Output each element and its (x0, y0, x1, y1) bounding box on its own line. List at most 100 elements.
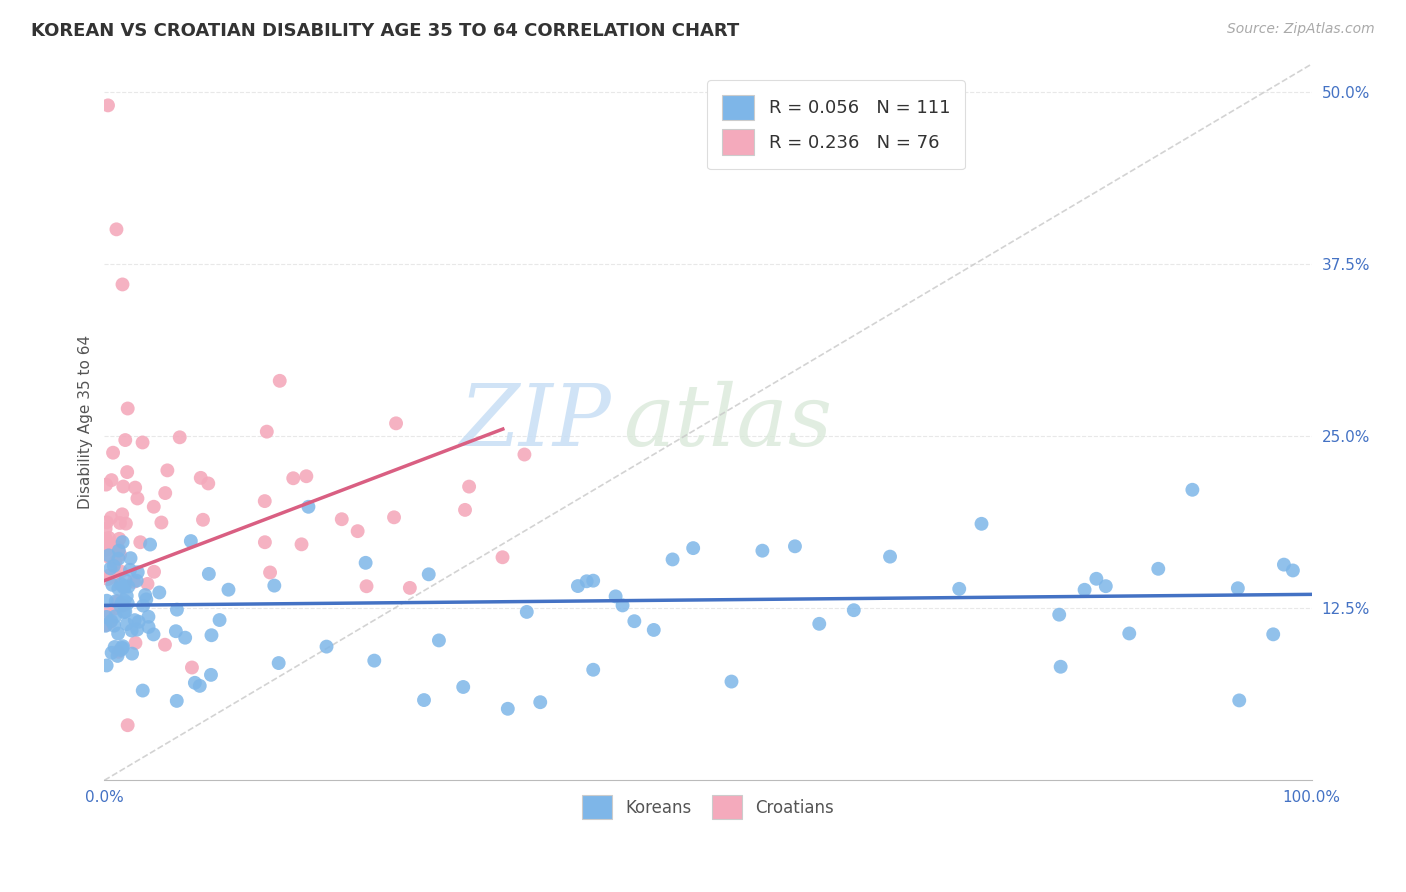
Point (567, 579, 589, 593)
Point (96, 617, 118, 632)
Point (117, 596, 139, 610)
Point (96, 593, 118, 607)
Point (111, 535, 134, 549)
Point (132, 683, 155, 698)
Point (112, 599, 135, 613)
Point (1226, 581, 1249, 595)
Legend: Koreans, Croatians: Koreans, Croatians (575, 789, 841, 826)
Point (108, 548, 131, 562)
Point (413, 693, 436, 707)
Point (114, 433, 136, 447)
Point (451, 680, 474, 694)
Point (418, 567, 440, 582)
Point (115, 617, 138, 632)
Point (970, 516, 993, 531)
Point (105, 222, 128, 236)
Point (842, 603, 865, 617)
Point (283, 471, 305, 485)
Point (142, 500, 165, 514)
Point (104, 568, 127, 582)
Point (198, 566, 221, 581)
Point (582, 574, 605, 588)
Point (197, 476, 219, 491)
Point (103, 558, 125, 573)
Point (107, 551, 129, 566)
Point (100, 510, 122, 524)
Point (263, 579, 285, 593)
Point (117, 718, 139, 732)
Point (107, 626, 129, 640)
Point (491, 550, 513, 565)
Point (94, 542, 117, 557)
Point (1094, 579, 1116, 593)
Point (96, 610, 118, 624)
Point (356, 579, 378, 593)
Point (110, 641, 132, 656)
Point (107, 594, 129, 608)
Point (136, 577, 159, 591)
Point (315, 640, 337, 654)
Text: Source: ZipAtlas.com: Source: ZipAtlas.com (1227, 22, 1375, 37)
Point (720, 674, 742, 689)
Point (107, 541, 129, 555)
Point (516, 605, 538, 619)
Point (166, 694, 188, 708)
Point (138, 620, 160, 634)
Point (114, 605, 136, 619)
Point (98, 568, 121, 582)
Point (115, 465, 138, 479)
Point (114, 574, 136, 588)
Point (623, 614, 645, 628)
Point (107, 645, 129, 659)
Point (267, 656, 290, 670)
Point (150, 516, 173, 530)
Point (217, 582, 239, 597)
Point (259, 566, 281, 580)
Point (115, 589, 138, 603)
Point (115, 516, 138, 531)
Point (181, 660, 204, 674)
Point (1047, 607, 1070, 622)
Point (97, 604, 120, 618)
Point (98, 531, 121, 545)
Point (297, 500, 319, 514)
Point (127, 491, 149, 506)
Point (661, 552, 683, 566)
Point (1263, 627, 1285, 641)
Point (948, 582, 970, 596)
Point (682, 541, 704, 555)
Point (132, 599, 155, 613)
Point (529, 695, 551, 709)
Point (112, 479, 135, 493)
Point (605, 590, 627, 604)
Point (110, 577, 132, 591)
Point (142, 627, 165, 641)
Point (385, 417, 408, 431)
Point (100, 646, 122, 660)
Point (101, 578, 124, 592)
Point (458, 480, 481, 494)
Point (156, 463, 179, 477)
Point (114, 579, 136, 593)
Point (100, 614, 122, 628)
Point (575, 574, 598, 589)
Point (120, 551, 142, 566)
Point (295, 469, 318, 483)
Point (190, 471, 212, 485)
Point (127, 623, 149, 637)
Point (513, 448, 536, 462)
Point (122, 574, 145, 589)
Point (121, 624, 143, 638)
Point (454, 503, 477, 517)
Point (169, 430, 191, 444)
Point (139, 537, 162, 551)
Point (1147, 562, 1170, 576)
Point (111, 277, 134, 292)
Point (808, 616, 831, 631)
Point (256, 425, 278, 439)
Point (96, 658, 118, 673)
Point (94, 539, 117, 553)
Point (110, 599, 132, 613)
Point (1272, 558, 1295, 572)
Point (346, 524, 368, 538)
